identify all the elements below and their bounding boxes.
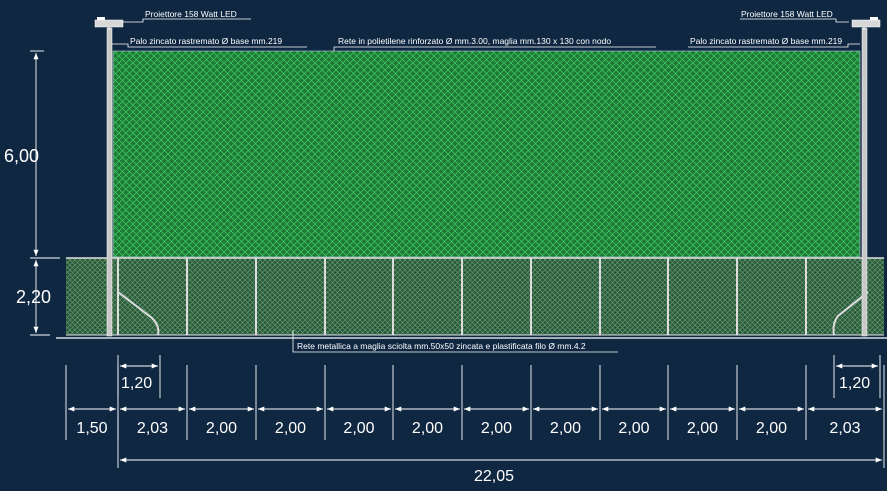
dim-height-lower: 2,20 bbox=[16, 287, 51, 307]
lower-net bbox=[66, 258, 884, 335]
span-dimension-label: 1,50 bbox=[76, 420, 107, 437]
dim-height-upper: 6,00 bbox=[4, 146, 39, 166]
span-dimension-label: 2,00 bbox=[550, 420, 581, 437]
span-dimension-label: 2,00 bbox=[412, 420, 443, 437]
dim-pole-offset-left: 1,20 bbox=[121, 375, 152, 392]
dim-total: 22,05 bbox=[474, 468, 514, 485]
label-pole-left: Palo zincato rastremato Ø base mm.219 bbox=[130, 36, 282, 46]
span-dimension-label: 2,00 bbox=[687, 420, 718, 437]
left-projector bbox=[95, 17, 123, 30]
span-dimension-label: 2,03 bbox=[137, 420, 168, 437]
span-dimension-label: 2,00 bbox=[481, 420, 512, 437]
span-dimension-label: 2,00 bbox=[275, 420, 306, 437]
right-pole bbox=[862, 28, 867, 336]
upper-net bbox=[113, 51, 860, 257]
span-dimension-labels: 1,50 2,03 2,00 2,00 2,00 2,00 2,00 2,00 2,00 2,00… bbox=[76, 420, 860, 437]
span-dimension-label: 2,00 bbox=[206, 420, 237, 437]
label-upper-net: Rete in polietilene rinforzato Ø mm.3.00… bbox=[338, 36, 611, 46]
label-projector-right: Proiettore 158 Watt LED bbox=[741, 9, 833, 19]
label-pole-right: Palo zincato rastremato Ø base mm.219 bbox=[690, 36, 842, 46]
span-dimension-label: 2,03 bbox=[829, 420, 860, 437]
span-dimension-label: 2,00 bbox=[618, 420, 649, 437]
label-lower-net: Rete metallica a maglia sciolta mm.50x50… bbox=[297, 341, 586, 351]
span-dimension-label: 2,00 bbox=[343, 420, 374, 437]
left-pole bbox=[107, 28, 112, 336]
label-projector-left: Proiettore 158 Watt LED bbox=[145, 9, 237, 19]
dim-pole-offset-right: 1,20 bbox=[839, 375, 870, 392]
span-dimension-label: 2,00 bbox=[756, 420, 787, 437]
